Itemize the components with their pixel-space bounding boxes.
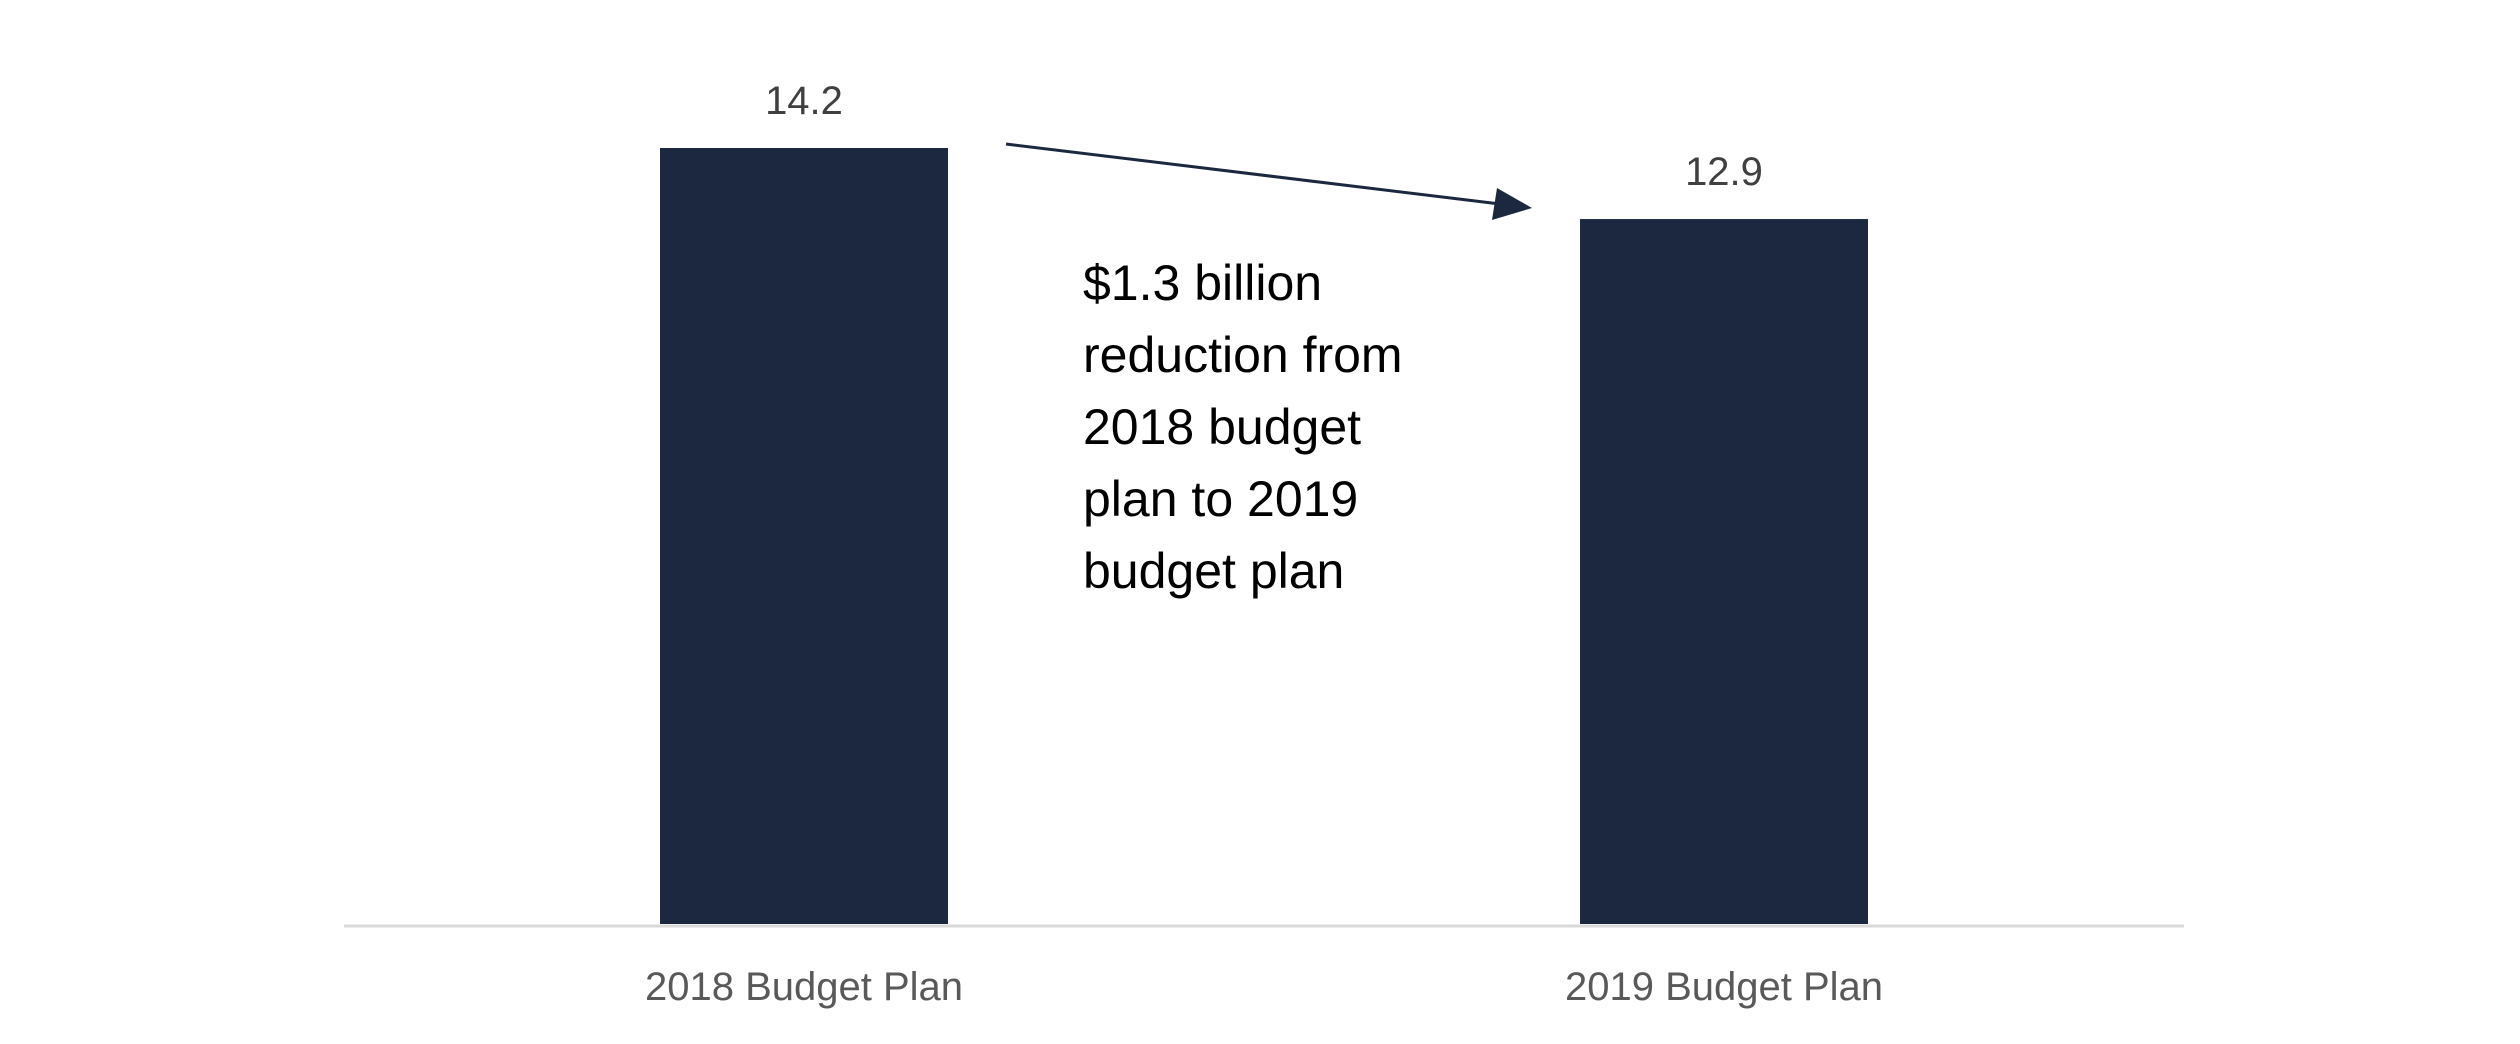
data-label-0: 14.2 [765,79,843,123]
data-label-1: 12.9 [1685,150,1763,194]
x-tick-label-0: 2018 Budget Plan [645,965,963,1009]
reduction-arrow-head [1492,188,1532,220]
annotation-line-5: budget plan [1083,543,1344,599]
reduction-arrow [1005,142,1501,206]
annotation-line-2: reduction from [1083,327,1403,383]
annotation-line-3: 2018 budget [1083,399,1361,455]
annotation-line-4: plan to 2019 [1083,471,1358,527]
annotation-line-1: $1.3 billion [1083,255,1322,311]
x-tick-label-1: 2019 Budget Plan [1565,965,1883,1009]
bar-1 [1580,219,1868,925]
bar-0 [660,148,948,924]
